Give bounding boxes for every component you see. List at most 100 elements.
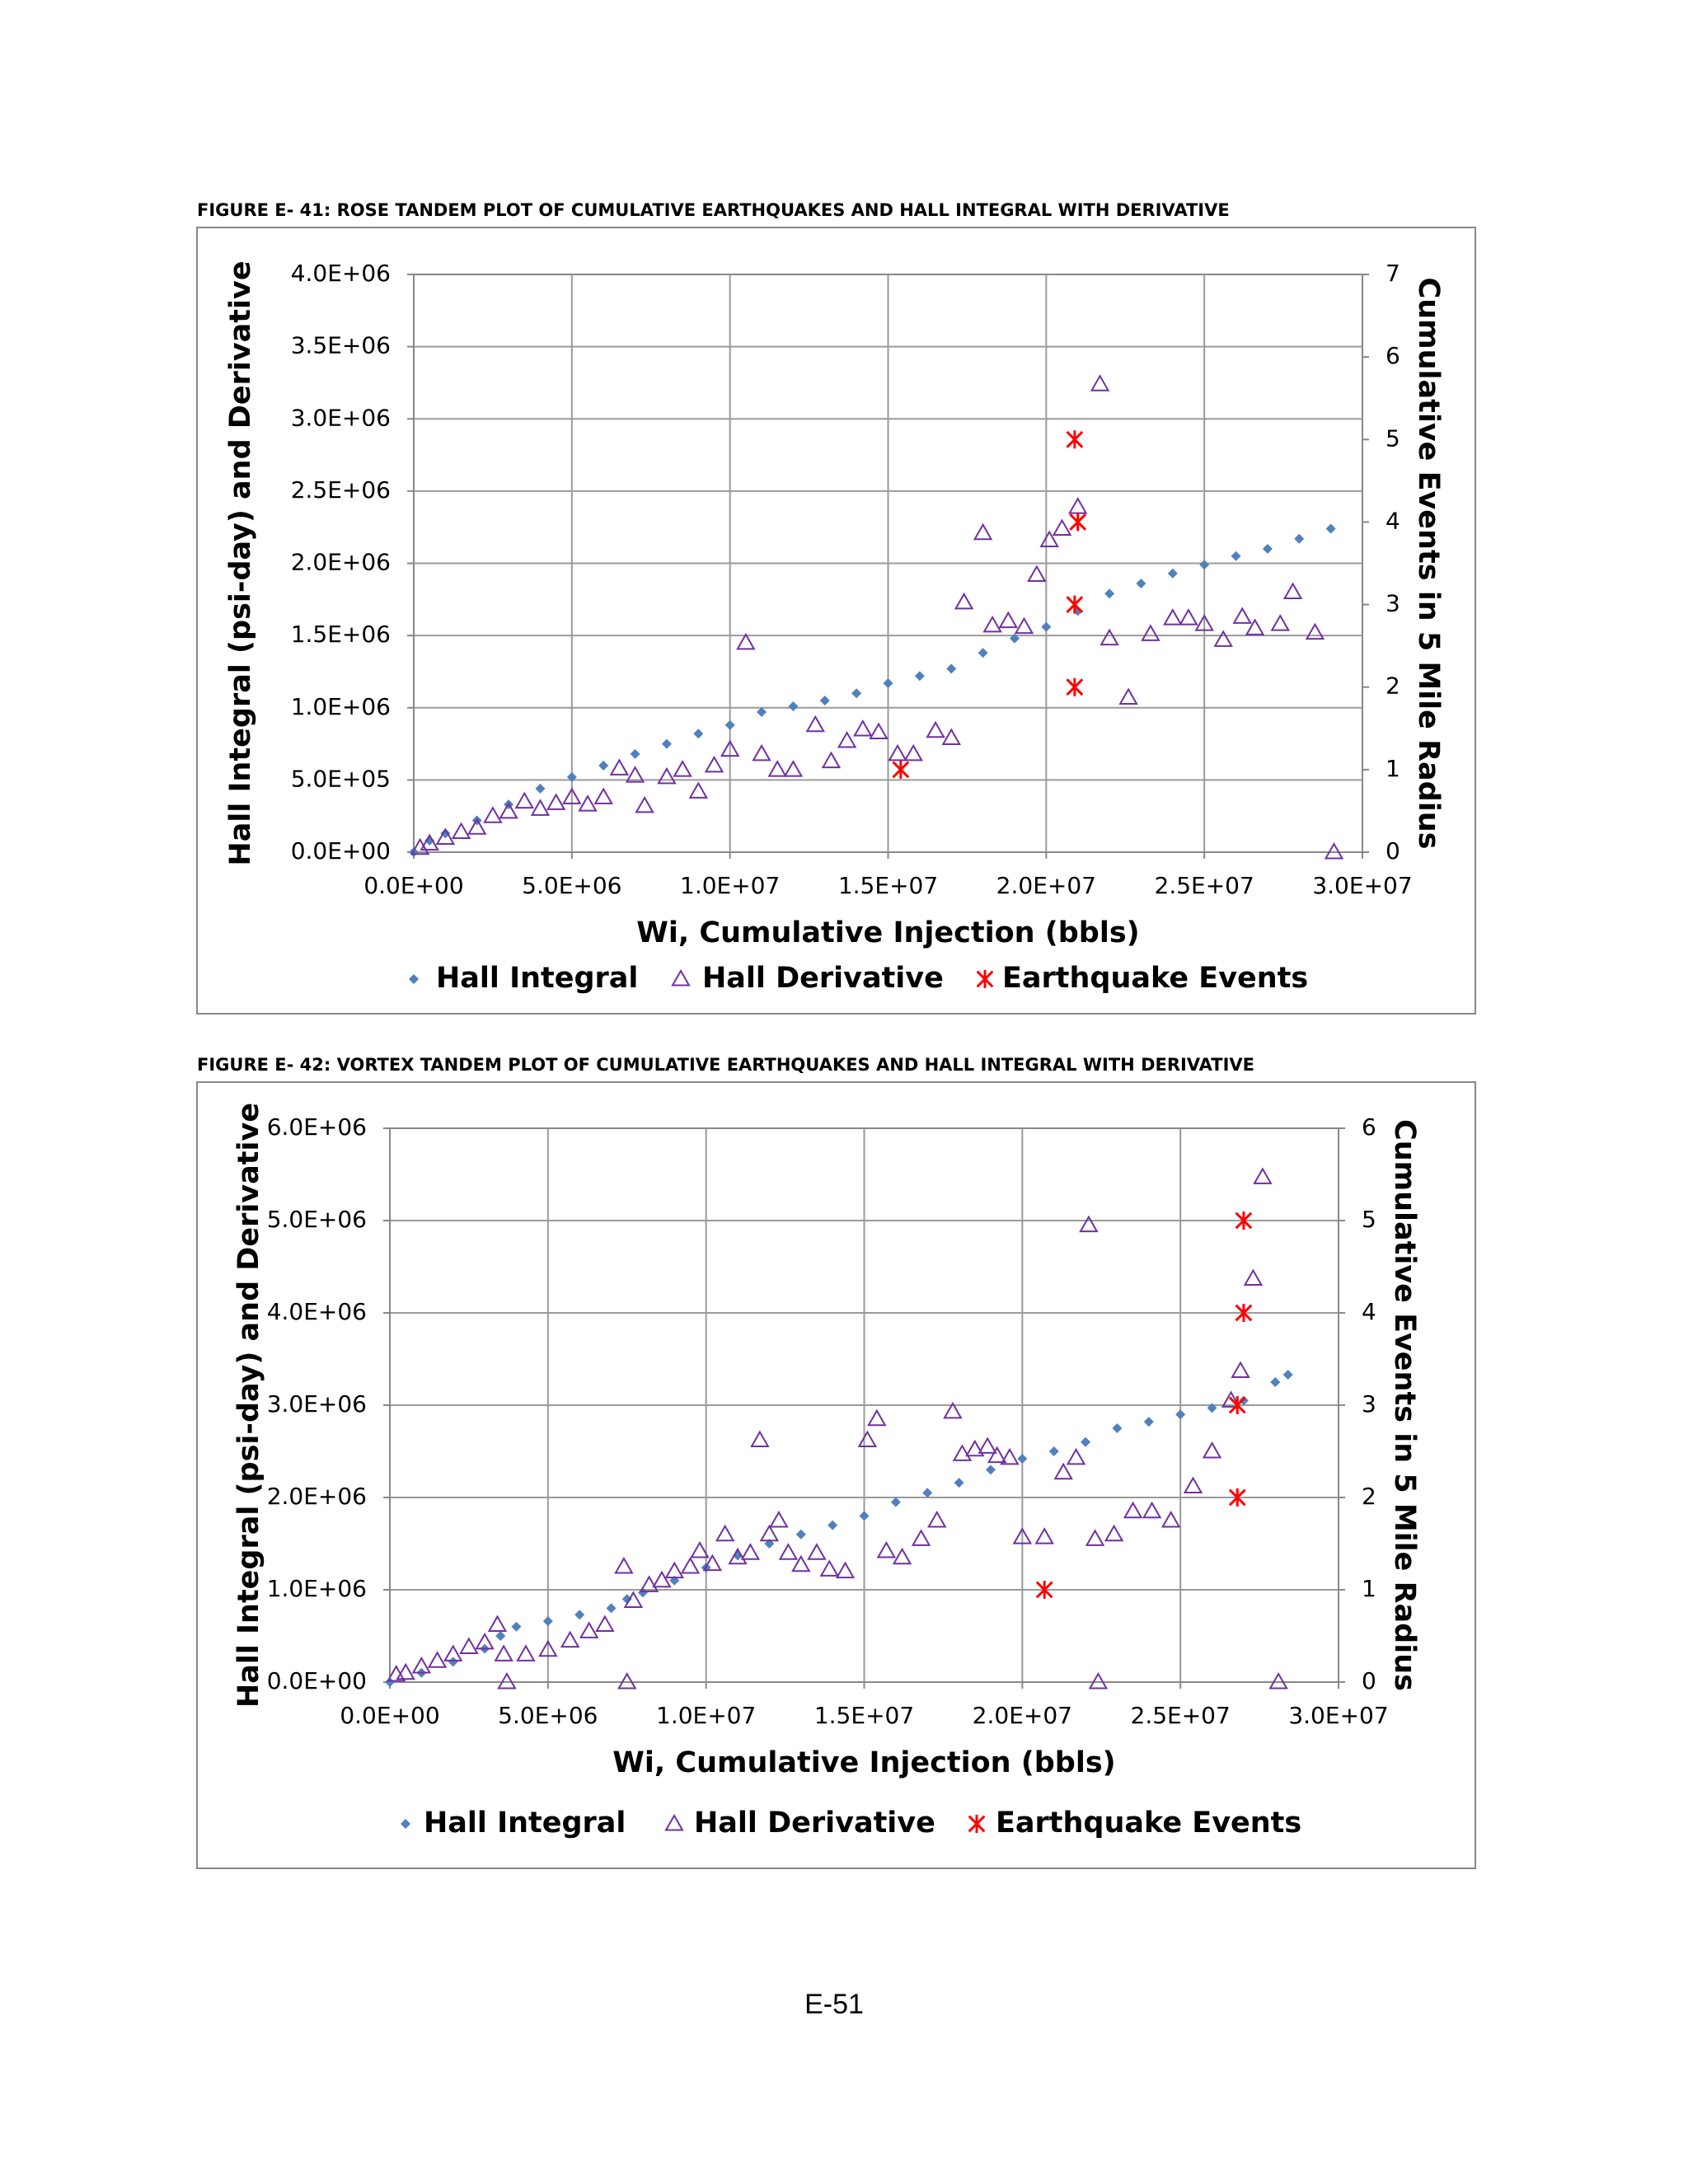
data-point xyxy=(1041,621,1052,632)
legend-marker xyxy=(409,974,419,984)
data-point xyxy=(869,722,889,740)
data-point xyxy=(1163,608,1183,626)
data-point xyxy=(487,1615,508,1633)
plot-area xyxy=(413,274,1363,853)
data-point xyxy=(1199,560,1210,570)
data-point xyxy=(673,760,692,777)
data-point xyxy=(614,1556,634,1574)
data-point xyxy=(1143,1417,1154,1427)
data-point xyxy=(1141,624,1160,641)
chart-frame xyxy=(196,1081,1476,1869)
data-point xyxy=(1268,1671,1288,1690)
data-point xyxy=(941,728,961,746)
data-point xyxy=(1160,1510,1181,1528)
data-point xyxy=(623,1591,644,1608)
data-point xyxy=(1112,1423,1123,1433)
data-point xyxy=(821,751,842,769)
data-point xyxy=(1100,628,1119,646)
data-point xyxy=(927,1510,947,1528)
legend-label: Hall Derivative xyxy=(694,1807,935,1840)
data-point xyxy=(609,758,630,776)
data-point xyxy=(566,771,577,782)
data-point xyxy=(664,1561,685,1579)
y2-tick-label: 6 xyxy=(1362,1113,1376,1141)
data-point xyxy=(1228,1396,1246,1414)
data-point xyxy=(562,787,582,804)
data-point xyxy=(857,1430,878,1448)
data-point xyxy=(795,1529,806,1540)
data-point xyxy=(1194,614,1214,631)
data-point xyxy=(769,1510,789,1528)
x-axis-title: Wi, Cumulative Injection (bbls) xyxy=(636,916,1139,949)
data-point xyxy=(661,738,672,749)
data-point xyxy=(1079,1215,1099,1233)
y-tick-label: 4.0E+06 xyxy=(267,1298,367,1325)
data-point xyxy=(987,1446,1007,1464)
x-tick-label: 2.5E+07 xyxy=(1131,1702,1231,1729)
data-point xyxy=(724,719,735,730)
data-point xyxy=(778,1543,799,1560)
legend-marker xyxy=(401,1819,410,1829)
x-tick-label: 1.0E+07 xyxy=(656,1702,756,1729)
data-point xyxy=(1017,1453,1028,1464)
data-point xyxy=(1179,608,1198,626)
data-point xyxy=(637,1587,648,1598)
data-point xyxy=(704,755,724,773)
x-tick-label: 5.0E+06 xyxy=(498,1702,598,1729)
data-point xyxy=(1231,1361,1250,1379)
legend-marker xyxy=(968,1815,986,1833)
y2-tick-label: 6 xyxy=(1386,342,1400,369)
y2-tick-label: 5 xyxy=(1386,424,1400,452)
x-tick-label: 3.0E+07 xyxy=(1288,1702,1388,1729)
data-point xyxy=(420,833,439,851)
data-point xyxy=(1000,1447,1020,1465)
data-point xyxy=(459,1637,479,1654)
data-point xyxy=(1090,374,1110,391)
data-point xyxy=(1035,1581,1053,1599)
data-point xyxy=(757,707,767,718)
y-tick-label: 6.0E+06 xyxy=(267,1113,367,1141)
data-point xyxy=(1014,616,1034,635)
data-point xyxy=(1235,1304,1253,1322)
y2-tick-label: 2 xyxy=(1362,1483,1376,1510)
data-point xyxy=(805,715,825,733)
data-point xyxy=(876,1540,897,1558)
y-tick-label: 3.0E+06 xyxy=(291,404,391,431)
data-point xyxy=(973,523,993,541)
data-point xyxy=(542,1616,553,1627)
data-point xyxy=(1048,1446,1059,1456)
data-point xyxy=(467,818,487,835)
data-point xyxy=(946,663,957,674)
data-point xyxy=(965,1439,985,1457)
data-point xyxy=(1262,543,1273,554)
data-point xyxy=(740,1543,761,1560)
data-point xyxy=(475,1632,495,1650)
data-point xyxy=(702,1554,723,1572)
plot-area xyxy=(389,1127,1339,1683)
data-point xyxy=(657,766,677,785)
data-point xyxy=(1245,618,1265,635)
y2-tick-label: 3 xyxy=(1386,590,1400,617)
legend-marker xyxy=(976,970,994,988)
y2-tick-label: 0 xyxy=(1362,1667,1376,1694)
data-point xyxy=(736,632,756,650)
data-point xyxy=(495,1631,506,1641)
legend-label: Earthquake Events xyxy=(996,1807,1301,1840)
data-point xyxy=(807,1543,827,1560)
data-point xyxy=(1207,1403,1217,1413)
data-point xyxy=(443,1644,463,1661)
data-point xyxy=(1282,1370,1293,1380)
x-tick-label: 2.0E+07 xyxy=(973,1702,1072,1729)
data-point xyxy=(598,760,609,771)
data-point xyxy=(1305,622,1325,640)
data-point xyxy=(1282,582,1303,600)
y-tick-label: 2.0E+06 xyxy=(291,549,391,576)
y2-tick-label: 4 xyxy=(1386,507,1400,534)
data-point xyxy=(448,1657,458,1667)
page-number: E-51 xyxy=(804,1989,864,2020)
data-point xyxy=(538,1639,558,1657)
data-point xyxy=(483,806,503,823)
data-point xyxy=(1104,1524,1124,1542)
data-point xyxy=(497,1671,517,1690)
